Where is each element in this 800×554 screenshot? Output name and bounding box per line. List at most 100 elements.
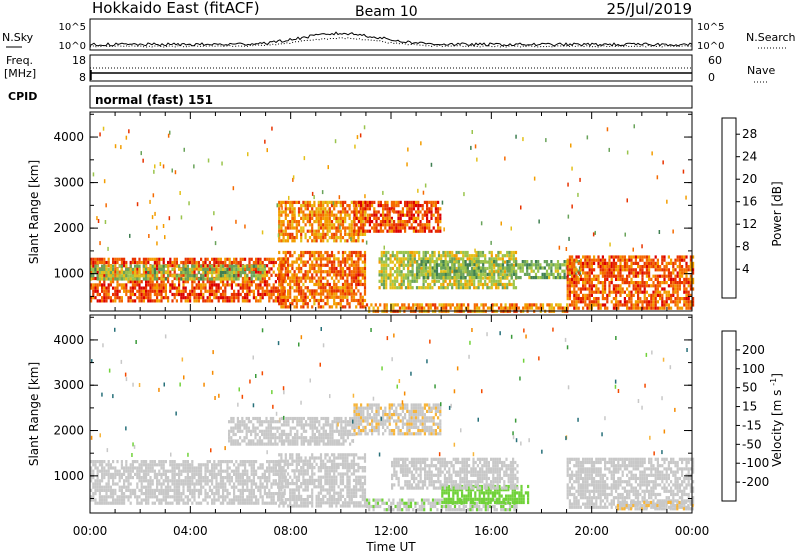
heatmap-cell — [274, 296, 277, 300]
heatmap-cell — [397, 229, 400, 233]
heatmap-cell — [213, 495, 216, 499]
heatmap-cell — [297, 292, 301, 296]
heatmap-cell — [508, 250, 511, 255]
heatmap-cell — [248, 286, 251, 290]
heatmap-cell — [289, 223, 292, 227]
heatmap-cell — [413, 276, 416, 280]
heatmap-cell — [140, 292, 143, 297]
heatmap-cell — [120, 267, 123, 271]
heatmap-cell — [376, 306, 380, 310]
heatmap-cell — [284, 260, 287, 264]
heatmap-cell — [120, 277, 123, 281]
heatmap-cell — [197, 476, 200, 480]
heatmap-cell — [330, 236, 334, 240]
heatmap-cell — [182, 286, 185, 290]
heatmap-cell — [451, 266, 454, 271]
heatmap-cell — [184, 501, 187, 505]
heatmap-cell — [289, 263, 292, 267]
heatmap-cell — [457, 282, 460, 287]
heatmap-cell — [326, 226, 329, 230]
heatmap-cell — [186, 260, 189, 265]
heatmap-cell — [313, 266, 316, 271]
heatmap-cell — [306, 302, 309, 306]
heatmap-cell — [140, 299, 143, 303]
heatmap-cell — [149, 292, 152, 297]
heatmap-cell — [259, 296, 262, 300]
heatmap-cell — [149, 264, 152, 268]
heatmap-cell — [339, 229, 342, 233]
heatmap-cell — [149, 280, 152, 284]
heatmap-cell — [162, 479, 165, 483]
heatmap-cell — [173, 492, 176, 496]
heatmap-cell — [98, 257, 101, 261]
heatmap-cell — [548, 306, 551, 310]
heatmap-cell — [573, 287, 576, 291]
heatmap-cell — [193, 488, 196, 492]
heatmap-cell — [360, 226, 363, 230]
heatmap-cell — [588, 261, 591, 265]
heatmap-cell — [224, 257, 227, 261]
heatmap-cell — [162, 482, 165, 486]
heatmap-cell — [317, 257, 320, 261]
heatmap-cell — [230, 280, 233, 284]
heatmap-cell — [142, 498, 145, 502]
heatmap-cell — [500, 221, 502, 226]
heatmap-cell — [114, 472, 117, 476]
heatmap-cell — [388, 220, 391, 224]
heatmap-cell — [315, 220, 318, 224]
heatmap-cell — [364, 204, 367, 208]
heatmap-cell — [306, 286, 309, 290]
heatmap-cell — [147, 501, 150, 505]
heatmap-cell — [495, 260, 498, 264]
heatmap-cell — [304, 236, 307, 240]
heatmap-cell — [361, 213, 364, 217]
heatmap-cell — [566, 265, 569, 269]
heatmap-cell — [610, 300, 613, 304]
heatmap-cell — [284, 239, 287, 243]
heatmap-cell — [411, 250, 414, 255]
heatmap-cell — [391, 218, 393, 223]
heatmap-cell — [575, 306, 578, 310]
heatmap-cell — [174, 170, 177, 175]
heatmap-cell — [228, 257, 231, 261]
heatmap-cell — [373, 216, 376, 220]
heatmap-cell — [134, 299, 137, 303]
heatmap-cell — [280, 302, 283, 306]
heatmap-cell — [350, 270, 353, 274]
heatmap-cell — [473, 260, 476, 264]
heatmap-cell — [213, 472, 216, 476]
heatmap-cell — [377, 229, 380, 233]
heatmap-cell — [593, 290, 596, 294]
heatmap-cell — [355, 260, 358, 264]
heatmap-cell — [563, 272, 566, 276]
heatmap-cell — [648, 274, 651, 278]
heatmap-cell — [282, 295, 285, 299]
heatmap-cell — [211, 466, 214, 470]
heatmap-cell — [689, 261, 692, 265]
heatmap-cell — [297, 270, 301, 274]
heatmap-cell — [140, 476, 143, 480]
heatmap-cell — [337, 279, 340, 283]
heatmap-cell — [386, 213, 389, 217]
heatmap-cell — [692, 277, 695, 281]
heatmap-cell — [612, 258, 615, 262]
heatmap-cell — [404, 213, 407, 217]
heatmap-cell — [175, 286, 178, 290]
heatmap-cell — [499, 269, 502, 273]
heatmap-cell — [468, 260, 472, 264]
heatmap-cell — [506, 266, 509, 270]
heatmap-cell — [319, 223, 323, 227]
heatmap-cell — [678, 255, 681, 259]
heatmap-cell — [281, 205, 283, 210]
heatmap-cell — [621, 287, 624, 291]
heatmap-cell — [357, 200, 360, 204]
heatmap-cell — [508, 254, 511, 258]
heatmap-cell — [665, 281, 668, 285]
heatmap-cell — [409, 257, 412, 261]
heatmap-cell — [335, 229, 338, 233]
heatmap-cell — [429, 263, 432, 267]
heatmap-cell — [393, 270, 397, 274]
heatmap-cell — [506, 263, 509, 267]
heatmap-cell — [577, 192, 579, 197]
heatmap-cell — [335, 289, 338, 293]
